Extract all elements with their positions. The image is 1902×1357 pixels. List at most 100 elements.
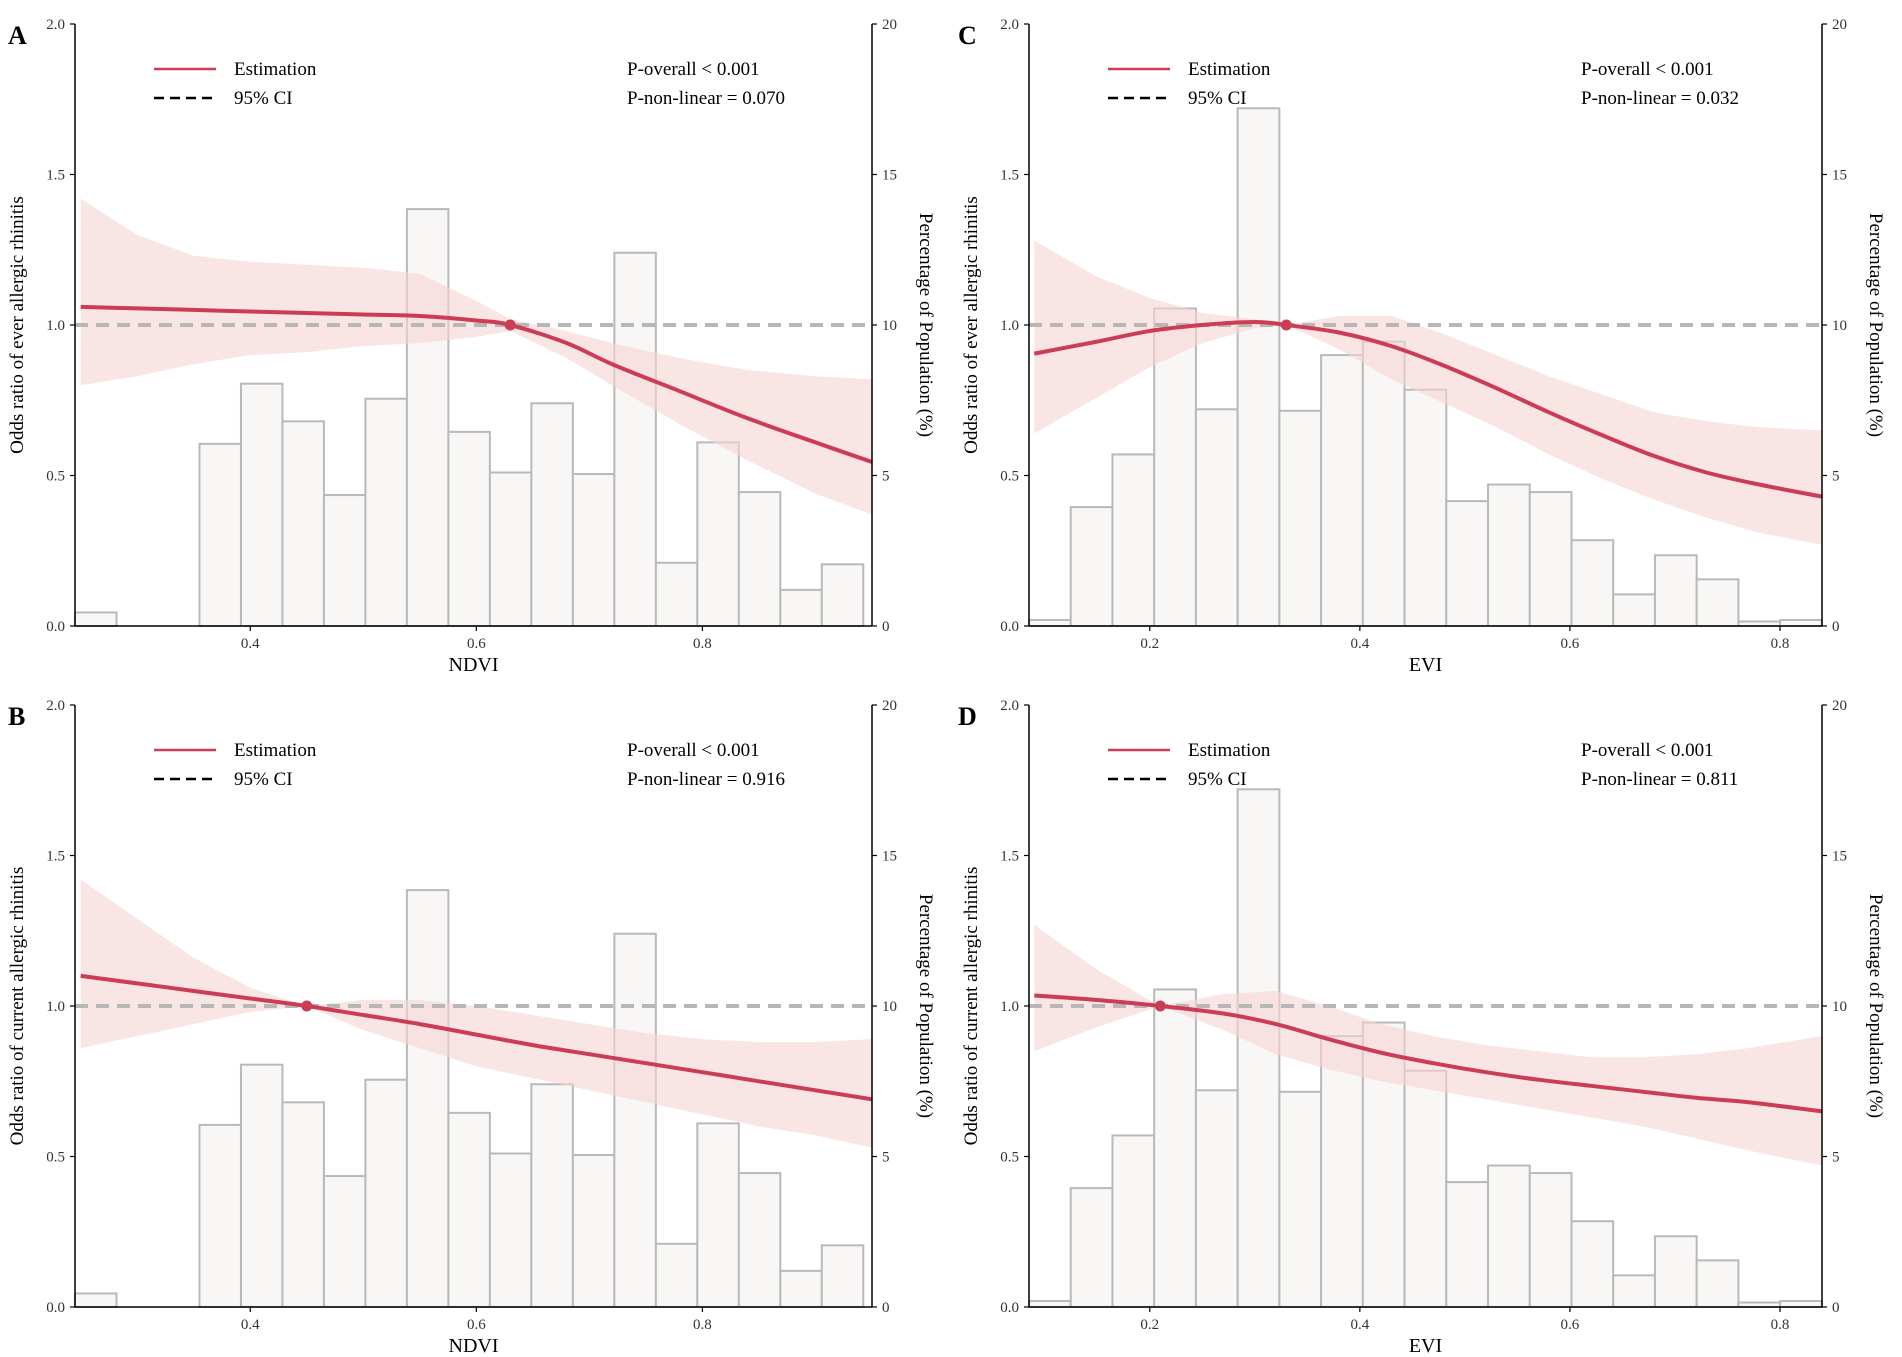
- y-tick-label: 0.0: [46, 1300, 65, 1316]
- histogram-bar: [281, 420, 325, 627]
- p-overall-text: P-overall < 0.001: [627, 59, 760, 80]
- y2-tick-label: 15: [882, 849, 897, 865]
- histogram-bar: [239, 1063, 284, 1308]
- histogram-bar: [654, 561, 699, 627]
- legend-ci-label: 95% CI: [1188, 88, 1247, 109]
- histogram-bar: [1069, 1187, 1114, 1308]
- histogram-bar: [1528, 491, 1573, 627]
- y2-tick-label: 10: [1832, 999, 1847, 1015]
- legend-estimation-label: Estimation: [1188, 59, 1271, 80]
- histogram-bar: [1403, 1069, 1448, 1308]
- histogram-bar: [488, 1152, 533, 1308]
- y2-tick-label: 15: [1832, 849, 1847, 865]
- histogram-bar: [322, 1175, 367, 1308]
- reference-point: [1280, 319, 1292, 331]
- histogram-bar: [1153, 988, 1197, 1308]
- ci-band: [80, 198, 872, 515]
- y-tick-label: 0.5: [46, 1150, 65, 1166]
- y-tick-label: 0.5: [1000, 469, 1019, 485]
- histogram-bar: [737, 491, 782, 627]
- histogram: [74, 889, 865, 1309]
- y-tick-label: 1.5: [1000, 849, 1019, 865]
- x-tick-label: 0.4: [241, 636, 260, 652]
- histogram-bar: [1278, 409, 1323, 627]
- p-overall-text: P-overall < 0.001: [627, 740, 760, 761]
- histogram-bar: [1612, 1274, 1656, 1309]
- panel-a: A 0.0 0.5 1.0 1.5 2.0 0 5 10 15 20 0.4 0.6 0.8 NDVI Odd…: [7, 17, 936, 676]
- histogram-bar: [1570, 539, 1615, 628]
- y-axis-label: Odds ratio of ever allergic rhinitis: [961, 196, 982, 454]
- histogram-bar: [779, 588, 823, 628]
- histogram-bar: [613, 251, 657, 627]
- histogram-bar: [1028, 1299, 1072, 1308]
- y-tick-label: 0.5: [1000, 1150, 1019, 1166]
- histogram-bar: [1403, 388, 1448, 627]
- histogram-bar: [1069, 506, 1114, 628]
- y-axis-label: Odds ratio of ever allergic rhinitis: [7, 196, 28, 454]
- histogram-bar: [1612, 593, 1656, 628]
- y2-tick-label: 0: [882, 619, 890, 635]
- histogram-bar: [488, 471, 533, 627]
- histogram-bar: [1111, 453, 1156, 627]
- panel-label: B: [8, 702, 25, 731]
- histogram-bar: [405, 208, 450, 628]
- y-tick-label: 1.0: [1000, 999, 1019, 1015]
- y-tick-label: 1.0: [46, 999, 65, 1015]
- legend: Estimation 95% CI: [1108, 59, 1271, 109]
- legend-estimation-label: Estimation: [234, 59, 317, 80]
- y2-tick-label: 20: [1832, 698, 1847, 714]
- histogram-bar: [1028, 618, 1072, 627]
- y2-tick-label: 10: [1832, 318, 1847, 334]
- y-tick-label: 2.0: [1000, 17, 1019, 33]
- histogram-bar: [1487, 483, 1531, 627]
- y2-tick-label: 15: [882, 168, 897, 184]
- histogram-bar: [281, 1101, 325, 1308]
- histogram-bar: [820, 563, 865, 627]
- histogram-bar: [1695, 578, 1740, 627]
- histogram-bar: [405, 889, 450, 1308]
- y2-axis-label: Percentage of Population (%): [915, 894, 936, 1118]
- p-nonlinear-text: P-non-linear = 0.032: [1581, 88, 1739, 109]
- y2-tick-label: 5: [1832, 469, 1840, 485]
- histogram-bar: [1111, 1134, 1156, 1309]
- histogram-bar: [1194, 408, 1239, 627]
- y2-tick-label: 20: [882, 17, 897, 33]
- y2-tick-label: 0: [1832, 1300, 1840, 1316]
- y-tick-label: 1.0: [1000, 318, 1019, 334]
- panel-label: C: [958, 21, 977, 50]
- x-tick-label: 0.4: [1350, 1317, 1369, 1333]
- histogram-bar: [364, 397, 408, 627]
- y2-axis-label: Percentage of Population (%): [1865, 213, 1886, 437]
- histogram-bar: [1779, 618, 1823, 627]
- y-tick-label: 0.5: [46, 469, 65, 485]
- reference-point: [301, 1000, 313, 1012]
- histogram-bar: [1194, 1089, 1239, 1309]
- y-axis-label: Odds ratio of current allergic rhinitis: [961, 867, 982, 1146]
- y-tick-label: 2.0: [1000, 698, 1019, 714]
- histogram-bar: [1695, 1259, 1740, 1308]
- y2-tick-label: 0: [882, 1300, 890, 1316]
- histogram-bar: [696, 441, 740, 628]
- legend-ci-label: 95% CI: [234, 769, 293, 790]
- panel-b: B 0.0 0.5 1.0 1.5 2.0 0 5 10 15 20 0.4 0.6 0.8 NDVI Odd…: [7, 698, 936, 1357]
- histogram: [74, 208, 865, 628]
- histogram-bar: [364, 1078, 408, 1308]
- x-tick-label: 0.4: [241, 1317, 260, 1333]
- panel-label: A: [8, 21, 27, 50]
- y2-tick-label: 10: [882, 318, 897, 334]
- p-nonlinear-text: P-non-linear = 0.070: [627, 88, 785, 109]
- x-tick-label: 0.6: [1561, 636, 1580, 652]
- legend-ci-label: 95% CI: [234, 88, 293, 109]
- panel-d: D 0.0 0.5 1.0 1.5 2.0 0 5 10 15 20 0.2 0.4 0.6 0.8 EVI O…: [958, 698, 1886, 1357]
- y2-tick-label: 15: [1832, 168, 1847, 184]
- estimation-curve: [1034, 993, 1823, 1114]
- histogram-bar: [447, 1111, 491, 1308]
- y-tick-label: 1.5: [46, 849, 65, 865]
- x-tick-label: 0.8: [1771, 636, 1790, 652]
- reference-point: [504, 319, 516, 331]
- y2-tick-label: 5: [882, 469, 890, 485]
- histogram-bar: [198, 442, 242, 627]
- histogram-bar: [571, 472, 616, 627]
- histogram-bar: [779, 1269, 823, 1309]
